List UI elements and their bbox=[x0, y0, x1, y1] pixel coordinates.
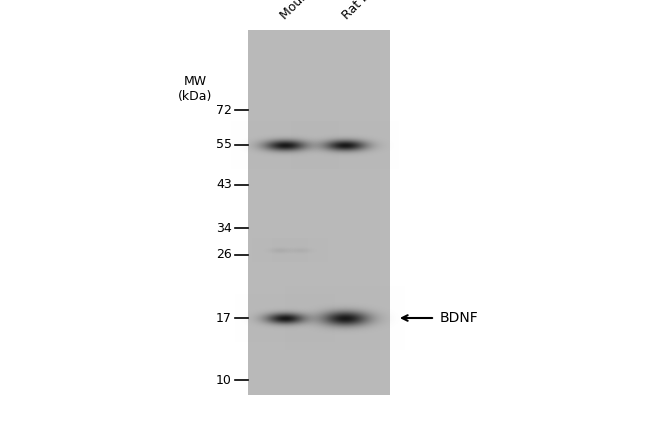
Text: 55: 55 bbox=[216, 138, 232, 151]
Text: 72: 72 bbox=[216, 103, 232, 116]
Text: BDNF: BDNF bbox=[440, 311, 479, 325]
Text: MW
(kDa): MW (kDa) bbox=[178, 75, 212, 103]
Text: 34: 34 bbox=[216, 222, 232, 235]
Text: 26: 26 bbox=[216, 249, 232, 262]
Text: 43: 43 bbox=[216, 179, 232, 192]
Text: Mouse brain: Mouse brain bbox=[278, 0, 341, 22]
Text: 10: 10 bbox=[216, 373, 232, 387]
Text: 17: 17 bbox=[216, 311, 232, 325]
Text: Rat brain: Rat brain bbox=[340, 0, 389, 22]
